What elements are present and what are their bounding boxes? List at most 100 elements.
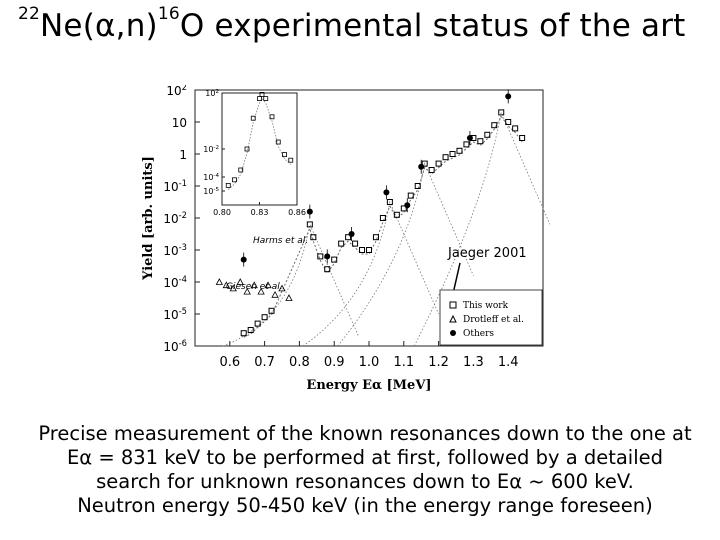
- data-point-triangle: [264, 281, 272, 289]
- title-product: O: [179, 8, 205, 44]
- inset-y-tick-label: 10-5: [203, 187, 219, 196]
- y-tick-label: 10-5: [163, 306, 187, 322]
- x-tick-label: 0.8: [289, 355, 310, 370]
- data-point-triangle: [222, 281, 230, 289]
- slide-caption: Precise measurement of the known resonan…: [20, 422, 710, 518]
- data-point-square: [317, 253, 324, 260]
- inset-data-point: [288, 157, 294, 163]
- data-point-dot: [383, 189, 390, 196]
- data-point-triangle: [285, 294, 293, 301]
- y-tick-label: 102: [166, 85, 187, 98]
- y-tick-label: 10-3: [163, 242, 187, 258]
- inset-data-point: [282, 152, 287, 157]
- x-axis-label: Energy Eα [MeV]: [306, 378, 431, 393]
- data-point-square: [463, 141, 470, 148]
- yield-chart: 0.6 0.7 0.8 0.9 1.0 1.1 1.2 1.3 1.4 10-6 10-5 10-4 1…: [141, 85, 550, 393]
- y-tick-label: 10-6: [163, 338, 187, 354]
- x-tick-label: 1.1: [393, 355, 414, 370]
- data-point-triangle: [271, 290, 279, 298]
- inset-y-tick-label: 10-4: [203, 173, 219, 182]
- inset-data-point: [257, 96, 262, 102]
- data-point-square: [331, 256, 338, 263]
- y-tick-label: 1: [179, 148, 187, 162]
- legend-marker-dot: [450, 330, 456, 336]
- data-point-dot: [324, 253, 331, 260]
- y-tick-label: 10-2: [163, 210, 187, 226]
- data-point-triangle: [215, 278, 224, 285]
- x-tick-label: 0.9: [324, 355, 345, 370]
- y-axis-label: Yield [arb. units]: [141, 156, 156, 281]
- data-point-dot: [348, 231, 355, 237]
- y-tick-label: 10-1: [163, 178, 187, 194]
- x-tick-label: 1.3: [463, 355, 484, 370]
- inset-data-point: [250, 115, 256, 121]
- inset-data-point: [238, 167, 244, 173]
- data-point-square: [366, 247, 372, 253]
- data-point-square: [477, 138, 484, 145]
- annotation-giesen: Giesen et al.: [226, 282, 283, 292]
- data-point-square: [338, 240, 345, 247]
- data-point-dot: [466, 135, 473, 141]
- y-tick-label: 10-4: [163, 274, 187, 290]
- x-tick-label: 0.7: [254, 355, 275, 370]
- resonance-curve: [222, 223, 359, 347]
- data-point-square: [379, 215, 386, 221]
- data-point-square: [372, 234, 379, 241]
- legend-label-drotleff: Drotleff et al.: [463, 315, 524, 325]
- data-point-square: [345, 234, 352, 241]
- data-point-square: [421, 160, 428, 167]
- data-point-dot: [240, 256, 247, 263]
- x-tick-label: 0.6: [219, 355, 240, 370]
- data-point-dot: [505, 93, 512, 100]
- data-point-square: [240, 330, 247, 337]
- legend: This work Drotleff et al. Others: [439, 289, 543, 346]
- data-point-square: [428, 167, 435, 173]
- inset-data-point: [225, 183, 231, 188]
- data-point-square: [268, 307, 275, 314]
- data-point-square: [442, 154, 449, 161]
- data-point-square: [324, 266, 331, 273]
- inset-x-tick-label: 0.80: [213, 208, 231, 217]
- legend-marker-triangle: [449, 314, 457, 323]
- inset-data-point: [259, 92, 265, 97]
- inset-frame: [221, 92, 298, 206]
- inset-data-point: [232, 177, 237, 183]
- data-point-triangle: [243, 287, 251, 295]
- caption-line: Eα = 831 keV to be performed at first, f…: [66, 446, 664, 469]
- title-rest: experimental status of the art: [204, 8, 686, 44]
- data-point-square: [505, 119, 512, 125]
- title-mass-number-out: 16: [157, 4, 180, 24]
- caption-line: Precise measurement of the known resonan…: [38, 422, 692, 445]
- legend-label-others: Others: [463, 329, 494, 339]
- inset-y-tick-label: 10-2: [203, 145, 219, 154]
- inset-y-tick-label: 102: [205, 89, 219, 98]
- data-point-triangle: [229, 284, 237, 292]
- data-point-dot: [404, 202, 411, 209]
- legend-label-this-work: This work: [463, 301, 509, 311]
- fit-curve: [243, 115, 523, 338]
- inset-data-point: [244, 146, 250, 152]
- data-point-square: [352, 240, 359, 247]
- data-point-square: [435, 160, 442, 167]
- data-point-square: [407, 192, 414, 199]
- data-point-square: [512, 125, 519, 132]
- x-tick-label: 1.0: [359, 355, 380, 370]
- inset-x-tick-label: 0.86: [288, 208, 306, 217]
- data-point-square: [310, 234, 317, 241]
- x-tick-label: 1.2: [428, 355, 449, 370]
- data-point-square: [386, 199, 393, 205]
- data-point-triangle: [257, 287, 265, 295]
- title-reaction: Ne(α,n): [40, 8, 158, 44]
- data-point-square: [261, 314, 268, 321]
- legend-marker-square: [449, 301, 457, 309]
- data-point-square: [498, 109, 505, 116]
- data-point-triangle: [236, 278, 244, 285]
- resonance-curve: [302, 200, 439, 347]
- inset-data-point: [269, 114, 275, 120]
- data-point-square: [359, 247, 366, 253]
- data-point-square: [414, 183, 421, 189]
- slide-title: 22Ne(α,n)16O experimental status of the …: [18, 4, 686, 44]
- data-point-dot: [418, 163, 425, 170]
- data-point-square: [306, 221, 313, 228]
- data-point-square: [400, 205, 407, 212]
